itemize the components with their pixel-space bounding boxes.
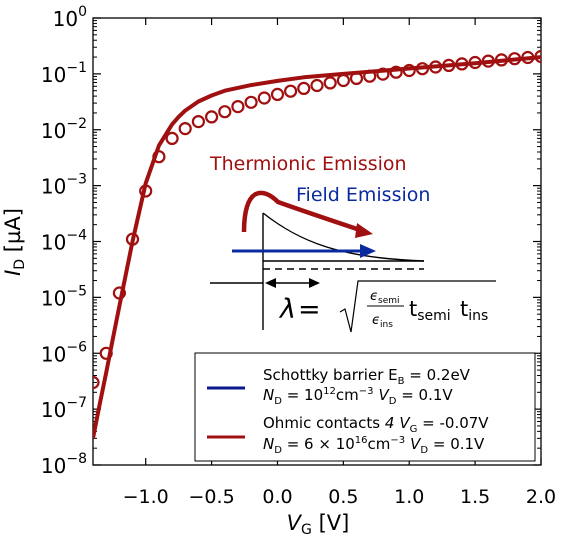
sqrt-sign bbox=[339, 280, 496, 333]
thermionic-emission-label: Thermionic Emission bbox=[209, 153, 407, 175]
conduction-band-curve bbox=[262, 212, 425, 262]
y-tick-label: 10−7 bbox=[41, 395, 87, 422]
data-point-marker bbox=[389, 65, 403, 79]
legend-schottky-line2: ND = 1012cm−3 VD = 0.1V bbox=[263, 386, 453, 407]
data-point-marker bbox=[270, 87, 285, 102]
data-point-marker bbox=[284, 84, 298, 98]
x-tick-label: 0.5 bbox=[328, 486, 358, 508]
data-point-marker bbox=[494, 53, 509, 67]
x-tick-label: 1.5 bbox=[460, 486, 490, 508]
data-point-marker bbox=[205, 110, 219, 124]
y-tick-label: 10−8 bbox=[41, 451, 87, 478]
inset-schematic: Thermionic Emission Field Emission λ = ϵ… bbox=[209, 153, 496, 333]
x-tick-label: −0.5 bbox=[189, 486, 235, 508]
x-tick-label: 0.0 bbox=[262, 486, 292, 508]
data-point-marker bbox=[468, 55, 482, 70]
data-point-marker bbox=[323, 76, 337, 90]
data-point-marker bbox=[455, 57, 469, 71]
lambda-equals: = bbox=[298, 294, 321, 325]
data-point-marker bbox=[125, 232, 140, 246]
legend-box bbox=[194, 352, 536, 462]
legend-schottky-line1: Schottky barrier EB = 0.2eV bbox=[263, 366, 471, 387]
data-point-marker bbox=[349, 71, 364, 86]
data-point-marker bbox=[218, 105, 232, 119]
y-tick-label: 10−2 bbox=[41, 116, 87, 143]
x-tick-label: 2.0 bbox=[526, 486, 556, 508]
field-emission-arrowhead bbox=[360, 244, 376, 258]
x-tick-label: 1.0 bbox=[394, 486, 424, 508]
lambda-arrowhead-left bbox=[265, 278, 276, 288]
data-point-marker bbox=[376, 67, 390, 81]
series-line-ohmic bbox=[93, 55, 541, 439]
series-layer bbox=[93, 49, 541, 439]
data-point-marker bbox=[363, 69, 377, 83]
t-semi: tsemi bbox=[409, 297, 451, 324]
y-tick-label: 10−5 bbox=[41, 283, 87, 310]
y-axis-label: ID [µA] bbox=[1, 208, 28, 276]
lambda-symbol: λ bbox=[278, 294, 296, 325]
lambda-arrowhead-right bbox=[309, 278, 320, 288]
legend-ohmic-line1: Ohmic contacts 4 VG = -0.07V bbox=[263, 414, 489, 435]
y-tick-label: 10−6 bbox=[41, 339, 87, 366]
data-point-marker bbox=[415, 62, 429, 76]
y-tick-label: 10−3 bbox=[41, 172, 87, 199]
y-tick-label: 100 bbox=[53, 4, 87, 31]
data-point-marker bbox=[257, 91, 271, 105]
x-tick-label: −1.0 bbox=[123, 486, 169, 508]
y-tick-label: 10−1 bbox=[41, 60, 87, 87]
data-point-marker bbox=[152, 150, 166, 164]
data-point-marker bbox=[442, 58, 456, 73]
data-point-marker bbox=[534, 49, 541, 64]
legend-ohmic-line2: ND = 6 × 1016cm−3 VD = 0.1V bbox=[263, 435, 485, 456]
data-point-marker bbox=[93, 375, 100, 390]
data-point-marker bbox=[297, 81, 311, 96]
data-point-marker bbox=[336, 73, 350, 88]
data-point-marker bbox=[402, 63, 416, 78]
axis-ticks: −1.0 −0.5 0.0 0.5 1.0 1.5 2.0 100 10−1 10−2 10−3 10… bbox=[41, 4, 556, 508]
data-point-marker bbox=[521, 50, 535, 65]
data-point-marker bbox=[507, 52, 522, 66]
eps-ins: ϵins bbox=[372, 313, 393, 330]
thermionic-arrowhead bbox=[355, 223, 373, 238]
data-point-marker bbox=[165, 131, 179, 145]
data-point-marker bbox=[481, 54, 495, 68]
data-point-marker bbox=[112, 286, 127, 300]
field-emission-label: Field Emission bbox=[296, 184, 430, 206]
eps-semi: ϵsemi bbox=[370, 289, 400, 306]
data-point-marker bbox=[139, 184, 153, 198]
data-point-marker bbox=[244, 95, 258, 109]
data-point-marker bbox=[178, 122, 192, 136]
thermionic-arrow-curve bbox=[241, 190, 361, 233]
t-ins: tins bbox=[460, 297, 488, 324]
y-tick-label: 10−4 bbox=[41, 228, 87, 255]
x-axis-label: VG [V] bbox=[287, 511, 350, 538]
data-point-marker bbox=[231, 99, 245, 114]
data-point-marker bbox=[191, 114, 205, 129]
data-point-marker bbox=[99, 346, 113, 360]
data-point-marker bbox=[429, 60, 443, 74]
data-point-marker bbox=[310, 78, 324, 93]
legend: Schottky barrier EB = 0.2eV ND = 1012cm−… bbox=[194, 352, 536, 462]
